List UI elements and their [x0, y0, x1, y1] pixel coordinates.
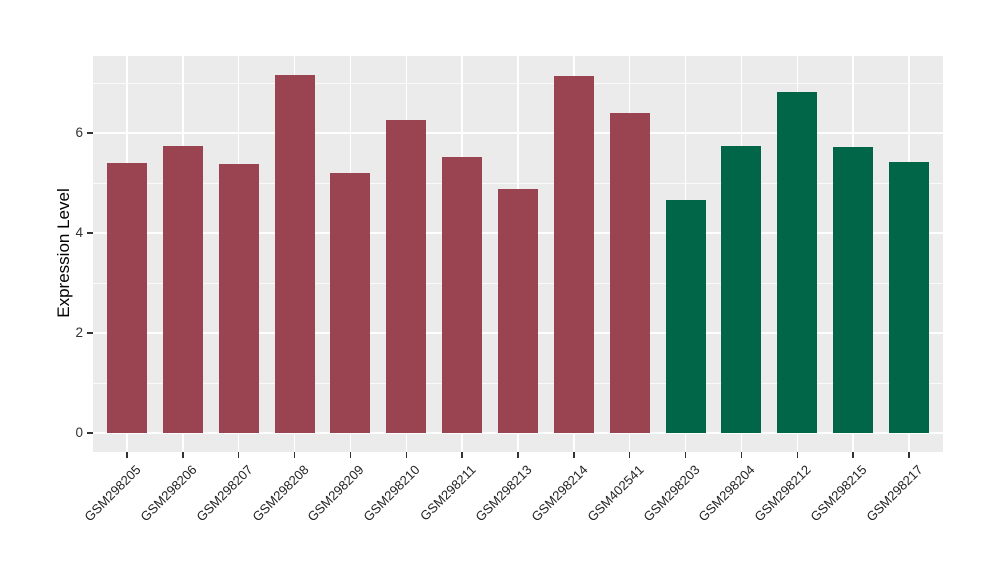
- x-tick-mark-8: [573, 452, 575, 458]
- y-tick-label-2: 2: [75, 325, 83, 340]
- bar-GSM298213: [498, 189, 538, 433]
- x-tick-label-GSM402541: GSM402541: [584, 462, 647, 525]
- x-tick-mark-12: [796, 452, 799, 458]
- bar-GSM298210: [386, 120, 427, 433]
- plot-panel: [93, 56, 943, 452]
- x-tick-label-GSM298217: GSM298217: [863, 462, 926, 525]
- x-tick-mark-14: [908, 452, 910, 458]
- x-tick-mark-13: [852, 452, 854, 458]
- bar-GSM298207: [218, 164, 259, 433]
- bar-GSM298204: [721, 146, 762, 433]
- x-tick-mark-4: [349, 452, 352, 458]
- x-tick-mark-5: [405, 452, 408, 458]
- y-tick-mark-2: [87, 332, 93, 334]
- x-tick-label-GSM298215: GSM298215: [807, 462, 870, 525]
- x-tick-label-GSM298210: GSM298210: [360, 462, 423, 525]
- y-tick-mark-4: [87, 232, 93, 234]
- x-tick-label-GSM298214: GSM298214: [528, 462, 591, 525]
- bar-GSM298206: [162, 146, 203, 433]
- y-tick-label-6: 6: [75, 125, 83, 140]
- bar-GSM402541: [609, 113, 650, 433]
- bar-GSM298209: [330, 173, 371, 433]
- x-tick-label-GSM298213: GSM298213: [472, 462, 535, 525]
- bar-GSM298217: [889, 162, 929, 433]
- bar-GSM298205: [107, 163, 147, 433]
- bar-GSM298214: [553, 76, 594, 433]
- x-tick-mark-0: [126, 452, 128, 458]
- y-axis-title: Expression Level: [54, 188, 73, 318]
- bar-GSM298203: [665, 200, 706, 433]
- bar-GSM298211: [442, 157, 483, 433]
- x-tick-mark-9: [628, 452, 631, 458]
- y-tick-mark-0: [87, 432, 93, 434]
- y-tick-mark-6: [87, 132, 93, 134]
- bar-GSM298212: [777, 91, 818, 433]
- x-tick-label-GSM298203: GSM298203: [639, 462, 703, 525]
- x-tick-mark-11: [740, 452, 743, 458]
- x-tick-label-GSM298207: GSM298207: [193, 462, 256, 525]
- x-tick-label-GSM298209: GSM298209: [304, 462, 368, 525]
- x-tick-mark-1: [182, 452, 184, 458]
- x-tick-mark-7: [517, 452, 519, 458]
- x-tick-label-GSM298208: GSM298208: [248, 462, 312, 525]
- x-tick-label-GSM298212: GSM298212: [751, 462, 814, 525]
- x-tick-mark-3: [293, 452, 296, 458]
- y-tick-label-0: 0: [75, 425, 83, 440]
- x-tick-mark-2: [237, 452, 240, 458]
- x-tick-label-GSM298204: GSM298204: [695, 462, 759, 525]
- x-tick-mark-10: [684, 452, 687, 458]
- bar-GSM298208: [274, 75, 315, 433]
- y-tick-label-4: 4: [75, 225, 83, 240]
- x-tick-label-GSM298211: GSM298211: [417, 462, 479, 524]
- x-tick-label-GSM298206: GSM298206: [137, 462, 200, 525]
- x-tick-label-GSM298205: GSM298205: [81, 462, 144, 525]
- bar-GSM298215: [833, 146, 874, 433]
- x-tick-mark-6: [461, 452, 463, 458]
